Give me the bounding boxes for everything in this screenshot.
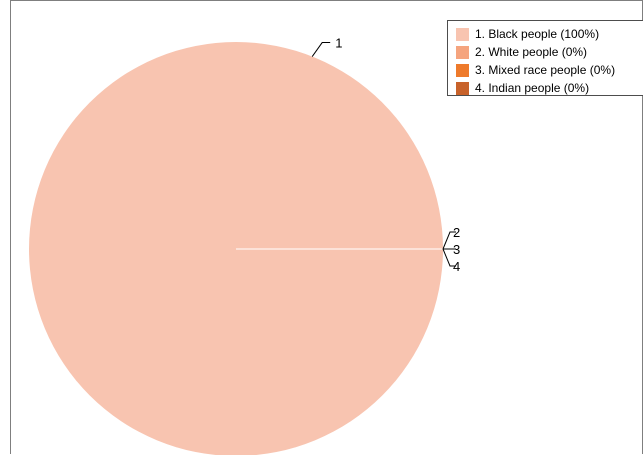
legend-swatch-2 — [456, 45, 469, 59]
legend-item-4: 4. Indian people (0%) — [456, 79, 643, 97]
legend-label-2: 2. White people (0%) — [475, 45, 588, 59]
legend-swatch-4 — [456, 81, 469, 95]
legend-item-3: 3. Mixed race people (0%) — [456, 61, 643, 79]
callout-label-4: 4 — [453, 259, 460, 274]
callout-leader-1 — [311, 42, 331, 57]
legend-swatch-3 — [456, 63, 469, 77]
legend-item-1: 1. Black people (100%) — [456, 25, 643, 43]
pie-callouts: 1 2 3 4 — [311, 36, 460, 274]
pie-slices — [29, 42, 443, 455]
chart-legend: 1. Black people (100%) 2. White people (… — [447, 20, 643, 96]
pie-chart: 1 2 3 4 — [29, 36, 460, 455]
legend-label-3: 3. Mixed race people (0%) — [475, 63, 616, 77]
callout-label-1: 1 — [335, 36, 342, 51]
legend-item-2: 2. White people (0%) — [456, 43, 643, 61]
legend-swatch-1 — [456, 27, 469, 41]
callout-leader-4 — [442, 248, 456, 267]
callout-label-2: 2 — [453, 225, 460, 240]
legend-label-4: 4. Indian people (0%) — [475, 81, 590, 95]
legend-label-1: 1. Black people (100%) — [475, 27, 600, 41]
callout-label-3: 3 — [453, 242, 460, 257]
chart-frame: 1 2 3 4 1. Black people (100%) 2. White peo… — [10, 0, 643, 455]
callout-leader-2 — [442, 231, 456, 250]
